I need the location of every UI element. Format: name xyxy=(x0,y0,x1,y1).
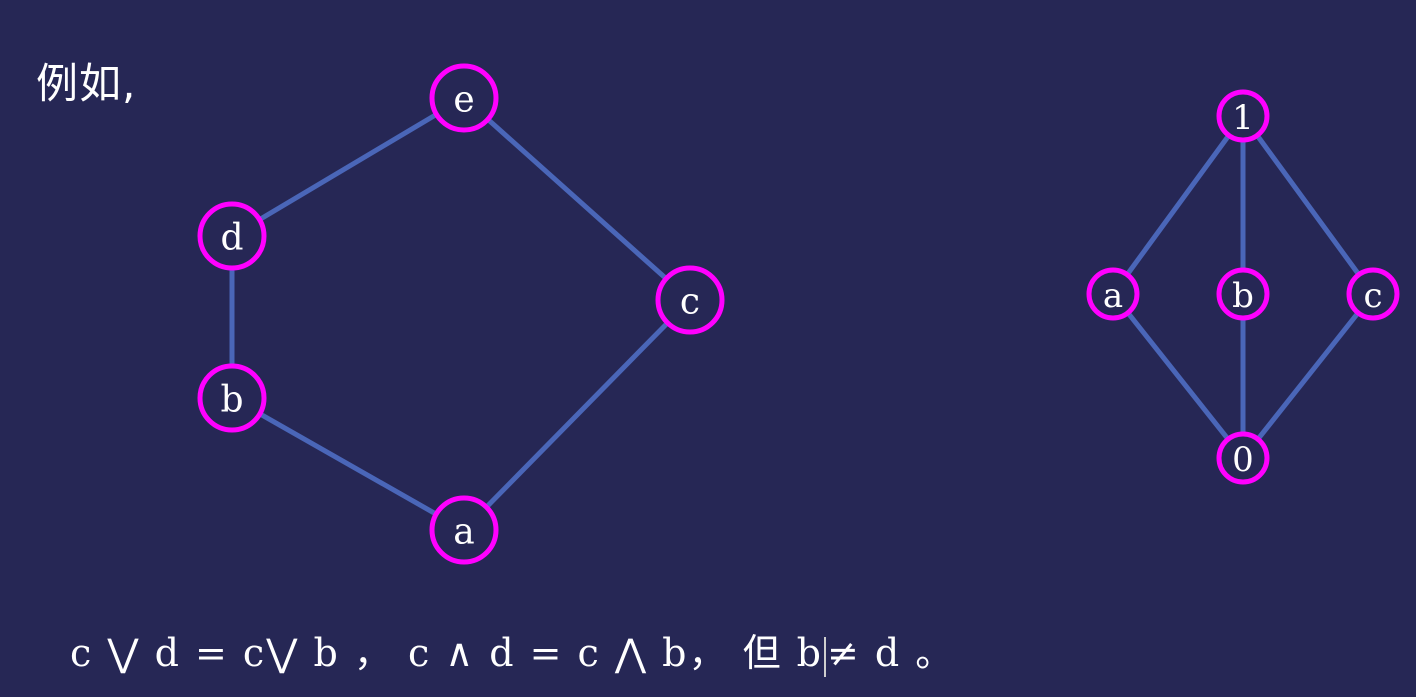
pentagon-node-label-b: b xyxy=(220,380,243,421)
diamond-node-ring-b xyxy=(1216,267,1270,321)
diamond-node-label-0: 0 xyxy=(1232,440,1254,480)
formula-line: c ⋁ d = c⋁ b ， c ∧ d = c ⋀ b， 但 b ≠ d 。 xyxy=(70,622,955,677)
pentagon-node-d: d xyxy=(197,201,267,271)
diamond-node-1: 1 xyxy=(1216,89,1270,143)
pentagon-node-label-c: c xyxy=(680,282,700,323)
pentagon-node-label-a: a xyxy=(453,512,474,553)
diamond-node-ring-c xyxy=(1346,267,1400,321)
pentagon-node-label-e: e xyxy=(453,80,474,121)
diamond-node-label-1: 1 xyxy=(1232,98,1254,138)
text-cursor xyxy=(823,636,826,677)
diamond-node-c: c xyxy=(1346,267,1400,321)
diamond-edge-1-c xyxy=(1254,132,1362,278)
diamond-edge-c-0 xyxy=(1255,310,1361,442)
diamond-node-ring-1 xyxy=(1216,89,1270,143)
diamond-node-ring-0 xyxy=(1216,431,1270,485)
formula-meet-part: c ∧ d = c ⋀ b， xyxy=(407,631,729,675)
diamond-node-label-a: a xyxy=(1103,276,1123,316)
pentagon-edge-e-d xyxy=(257,111,439,223)
pentagon-node-label-d: d xyxy=(220,218,243,259)
intro-text: 例如, xyxy=(36,59,137,108)
pentagon-node-ring-b xyxy=(197,363,267,433)
pentagon-node-ring-e xyxy=(429,63,499,133)
pentagon-edge-b-a xyxy=(257,411,439,517)
pentagon-node-e: e xyxy=(429,63,499,133)
pentagon-node-ring-a xyxy=(429,495,499,565)
diamond-node-ring-a xyxy=(1086,267,1140,321)
diamond-node-label-b: b xyxy=(1232,276,1254,316)
diamond-node-0: 0 xyxy=(1216,431,1270,485)
pentagon-node-a: a xyxy=(429,495,499,565)
pentagon-node-b: b xyxy=(197,363,267,433)
diamond-node-b: b xyxy=(1216,267,1270,321)
pentagon-node-c: c xyxy=(655,265,725,335)
formula-but-part: 但 b xyxy=(742,631,823,675)
pentagon-node-ring-d xyxy=(197,201,267,271)
pentagon-edge-e-c xyxy=(485,116,669,282)
diamond-node-label-c: c xyxy=(1363,276,1382,316)
formula-join-part: c ⋁ d = c⋁ b ， xyxy=(70,631,394,675)
formula-neq-part: ≠ d 。 xyxy=(826,631,956,675)
pentagon-edge-a-c xyxy=(483,320,671,510)
diamond-node-a: a xyxy=(1086,267,1140,321)
diamond-edge-1-a xyxy=(1124,132,1232,278)
diamond-edge-a-0 xyxy=(1125,310,1231,442)
pentagon-node-ring-c xyxy=(655,265,725,335)
